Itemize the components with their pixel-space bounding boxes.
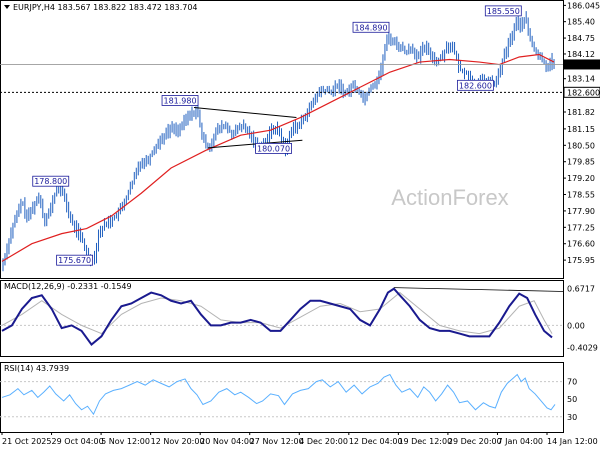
price-annotation-box [161, 95, 199, 106]
main-pane-frame [0, 0, 564, 279]
main-chart-title: EURJPY,H4 183.567 183.822 183.472 183.70… [13, 3, 198, 12]
trend-line [193, 106, 297, 119]
rsi-y-tick-label: 30 [567, 413, 577, 422]
price-annotation-label: 182.600 [459, 81, 492, 90]
y-tick-label: 179.85 [567, 158, 595, 167]
x-tick-label: 29 Dec 20:00 [448, 437, 502, 446]
y-tick-label: 180.50 [567, 141, 595, 150]
price-annotation-box [484, 5, 522, 17]
price-annotation-label: 184.890 [354, 23, 387, 32]
y-tick-label: 178.55 [567, 191, 595, 200]
x-tick-label: 12 Nov 20:00 [151, 437, 205, 446]
watermark: ActionForex [391, 185, 508, 210]
price-annotation-box [457, 79, 494, 91]
macd-title: MACD(12,26,9) -0.2331 -0.1549 [4, 282, 132, 291]
rsi-line [1, 373, 556, 416]
y-tick-label: 177.25 [567, 223, 595, 232]
price-annotation-label: 180.070 [257, 144, 290, 153]
y-tick-label: 177.90 [567, 207, 595, 216]
x-tick-label: 19 Dec 12:00 [398, 437, 452, 446]
price-annotation-label: 181.980 [163, 96, 196, 105]
price-annotation-label: 185.550 [487, 7, 520, 16]
rsi-title: RSI(14) 43.7939 [4, 364, 69, 373]
rsi-pane-frame [0, 362, 564, 433]
macd-pane-frame [0, 280, 564, 357]
rsi-y-tick-label: 70 [567, 378, 577, 387]
price-annotation-box [352, 21, 390, 33]
x-tick-label: 21 Oct 2025 [2, 437, 51, 446]
macd-trend-line [393, 287, 564, 292]
trend-line [207, 139, 303, 149]
moving-average-line [1, 53, 555, 262]
y-tick-label: 181.82 [567, 108, 595, 117]
price-annotation-box [56, 254, 94, 266]
x-tick-label: 4 Dec 20:00 [299, 437, 348, 446]
current-price-tag [564, 59, 600, 70]
y-tick-label: 186.045 [567, 1, 600, 10]
y-tick-label: 184.12 [567, 50, 595, 59]
x-tick-label: 27 Nov 12:00 [250, 437, 304, 446]
x-tick-label: 20 Nov 04:00 [200, 437, 254, 446]
rsi-y-tick-label: 50 [567, 395, 577, 404]
y-tick-label: 181.15 [567, 125, 595, 134]
macd-line [1, 287, 553, 346]
macd-y-tick-label: -0.4029 [567, 343, 598, 352]
y-tick-label: 184.75 [567, 34, 595, 43]
y-tick-label: 185.40 [567, 18, 595, 27]
level-tag [563, 86, 600, 98]
level-label: 182.600 [567, 88, 600, 97]
y-tick-label: 183.14 [567, 75, 595, 84]
price-annotation-label: 178.800 [34, 177, 67, 186]
x-tick-label: 7 Jan 04:00 [497, 437, 543, 446]
macd-y-tick-label: 0.6717 [567, 285, 595, 294]
y-tick-label: 176.60 [567, 240, 595, 249]
x-tick-label: 14 Jan 12:00 [547, 437, 598, 446]
price-annotation-box [32, 175, 70, 187]
x-tick-label: 29 Oct 04:00 [52, 437, 104, 446]
y-tick-label: 175.95 [567, 256, 595, 265]
x-tick-label: 5 Nov 12:00 [101, 437, 150, 446]
price-annotation-label: 175.670 [58, 256, 91, 265]
price-annotation-box [255, 143, 292, 154]
y-tick-label: 179.20 [567, 174, 595, 183]
current-price-label: 183.704 [567, 60, 600, 69]
macd-signal-line [1, 291, 553, 335]
x-tick-label: 12 Dec 04:00 [349, 437, 403, 446]
collapse-icon [4, 5, 10, 9]
macd-y-tick-label: 0.00 [567, 321, 585, 330]
